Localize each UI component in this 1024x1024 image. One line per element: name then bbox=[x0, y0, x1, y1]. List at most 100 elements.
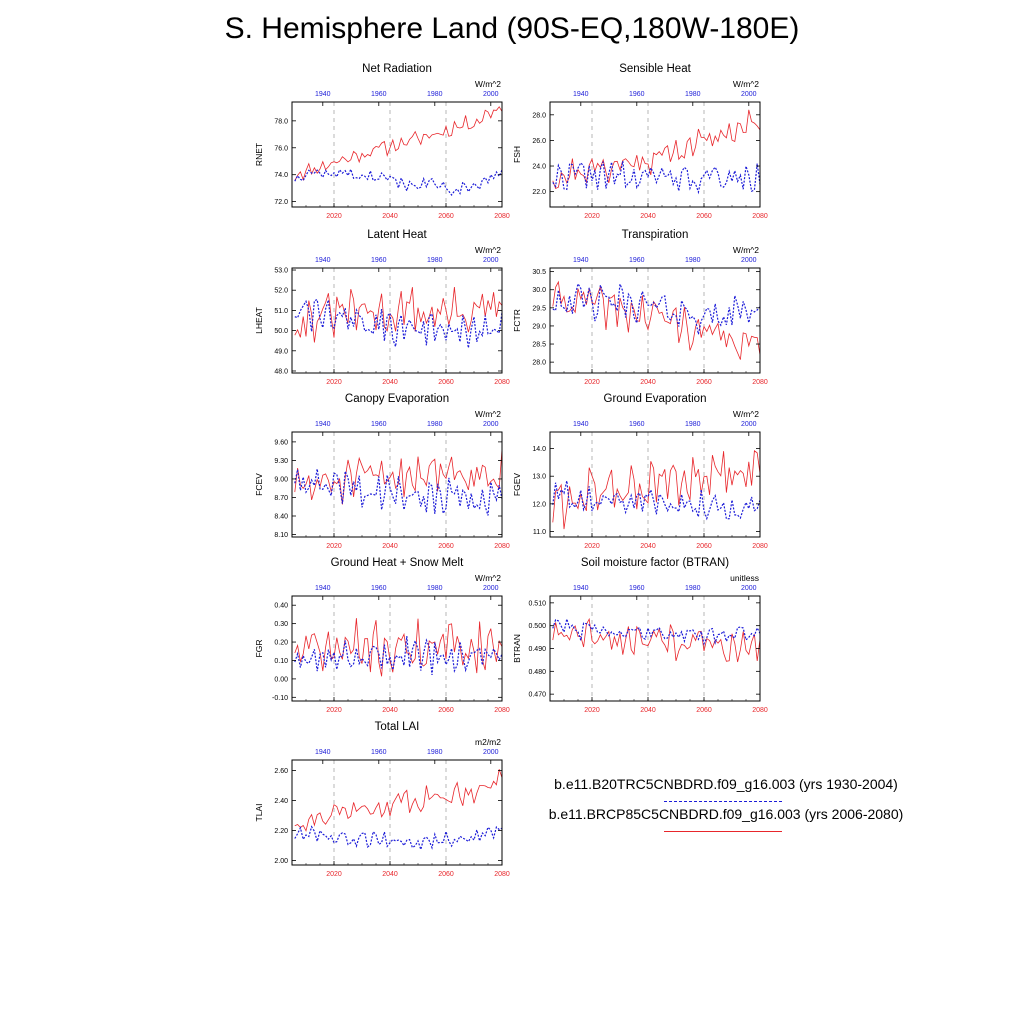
y-tick-label: 28.5 bbox=[532, 342, 546, 349]
x-tick-label-bottom: 2060 bbox=[438, 543, 454, 550]
y-tick-label: 8.10 bbox=[274, 532, 288, 539]
series-line-historical bbox=[294, 825, 503, 852]
units-label: W/m^2 bbox=[733, 409, 759, 419]
legend-swatch-historical bbox=[664, 801, 782, 802]
y-tick-label: 30.0 bbox=[532, 287, 546, 294]
chart-panel-lheat: Latent Heat W/m^2 LHEAT 48.0 49.0 50.0 51.0 52.… bbox=[254, 229, 510, 386]
x-tick-label-top: 1960 bbox=[371, 421, 387, 428]
x-tick-label-bottom: 2020 bbox=[326, 543, 342, 550]
x-tick-label-top: 1940 bbox=[573, 421, 589, 428]
legend-historical: b.e11.B20TRC5CNBDRD.f09_g16.003 (yrs 193… bbox=[526, 776, 926, 802]
y-tick-label: 8.70 bbox=[274, 495, 288, 502]
series-line-rcp85 bbox=[294, 448, 503, 505]
panel-title: Total LAI bbox=[375, 721, 420, 733]
x-tick-label-bottom: 2020 bbox=[326, 379, 342, 386]
x-tick-label-top: 1980 bbox=[685, 257, 701, 264]
x-tick-label-bottom: 2060 bbox=[438, 213, 454, 220]
x-tick-label-top: 1940 bbox=[315, 257, 331, 264]
x-tick-label-top: 2000 bbox=[741, 585, 757, 592]
y-tick-label: 76.0 bbox=[274, 145, 288, 152]
x-tick-label-bottom: 2060 bbox=[438, 379, 454, 386]
series-line-rcp85 bbox=[294, 769, 503, 832]
x-tick-label-bottom: 2060 bbox=[696, 379, 712, 386]
y-tick-label: 49.0 bbox=[274, 348, 288, 355]
x-tick-label-top: 1960 bbox=[629, 421, 645, 428]
series-line-rcp85 bbox=[552, 617, 761, 663]
y-tick-label: 0.510 bbox=[528, 600, 546, 607]
x-tick-label-bottom: 2080 bbox=[752, 707, 768, 714]
chart-panel-fcev: Canopy Evaporation W/m^2 FCEV 8.10 8.40 8.70 9… bbox=[254, 393, 510, 550]
x-tick-label-bottom: 2040 bbox=[382, 871, 398, 878]
series-line-historical bbox=[552, 480, 761, 521]
x-tick-label-top: 2000 bbox=[483, 257, 499, 264]
legend-swatch-rcp85 bbox=[664, 831, 782, 832]
y-tick-label: 13.0 bbox=[532, 474, 546, 481]
y-tick-label: 50.0 bbox=[274, 328, 288, 335]
series-line-historical bbox=[294, 167, 503, 197]
y-tick-label: 0.500 bbox=[528, 623, 546, 630]
x-tick-label-top: 2000 bbox=[483, 749, 499, 756]
series-line-rcp85 bbox=[294, 618, 503, 677]
x-tick-label-bottom: 2020 bbox=[584, 379, 600, 386]
plot-frame bbox=[291, 431, 503, 538]
y-tick-label: 8.40 bbox=[274, 514, 288, 521]
x-tick-label-top: 1960 bbox=[629, 257, 645, 264]
plot-frame bbox=[549, 101, 761, 208]
x-tick-label-top: 1960 bbox=[629, 91, 645, 98]
chart-panel-fgev: Ground Evaporation W/m^2 FGEV 11.0 12.0 13.0 1… bbox=[512, 393, 768, 550]
series-line-rcp85 bbox=[552, 450, 761, 530]
x-tick-label-top: 1980 bbox=[427, 257, 443, 264]
x-tick-label-top: 2000 bbox=[483, 585, 499, 592]
y-tick-label: 9.00 bbox=[274, 476, 288, 483]
x-tick-label-bottom: 2040 bbox=[640, 379, 656, 386]
series-line-historical bbox=[552, 282, 761, 335]
panel-title: Net Radiation bbox=[362, 63, 432, 75]
y-axis-label: FSH bbox=[512, 146, 522, 163]
x-tick-label-top: 2000 bbox=[483, 421, 499, 428]
x-tick-label-top: 1980 bbox=[427, 749, 443, 756]
x-tick-label-top: 2000 bbox=[741, 257, 757, 264]
x-tick-label-top: 2000 bbox=[741, 421, 757, 428]
y-tick-label: 9.30 bbox=[274, 458, 288, 465]
panel-title: Soil moisture factor (BTRAN) bbox=[581, 557, 729, 569]
x-tick-label-top: 1980 bbox=[685, 585, 701, 592]
x-tick-label-bottom: 2040 bbox=[382, 707, 398, 714]
units-label: W/m^2 bbox=[475, 79, 501, 89]
x-tick-label-top: 1940 bbox=[573, 585, 589, 592]
panel-title: Ground Heat + Snow Melt bbox=[331, 557, 464, 569]
units-label: unitless bbox=[730, 573, 759, 583]
y-tick-label: 78.0 bbox=[274, 118, 288, 125]
series-line-rcp85 bbox=[552, 280, 761, 360]
y-tick-label: 12.0 bbox=[532, 501, 546, 508]
plot-frame bbox=[291, 759, 503, 866]
y-axis-label: FCEV bbox=[254, 473, 264, 496]
y-axis-label: BTRAN bbox=[512, 634, 522, 663]
chart-panel-rnet: Net Radiation W/m^2 RNET 72.0 74.0 76.0 78.0 20… bbox=[254, 63, 510, 220]
panel-title: Sensible Heat bbox=[619, 63, 691, 75]
y-tick-label: 0.20 bbox=[274, 640, 288, 647]
plot-frame bbox=[549, 595, 761, 702]
y-axis-label: FCTR bbox=[512, 309, 522, 332]
x-tick-label-bottom: 2040 bbox=[640, 213, 656, 220]
units-label: m2/m2 bbox=[475, 737, 501, 747]
units-label: W/m^2 bbox=[475, 245, 501, 255]
series-line-rcp85 bbox=[552, 109, 761, 190]
x-tick-label-top: 1960 bbox=[371, 257, 387, 264]
x-tick-label-top: 1940 bbox=[315, 421, 331, 428]
x-tick-label-bottom: 2080 bbox=[494, 707, 510, 714]
series-line-historical bbox=[294, 636, 503, 675]
y-tick-label: 28.0 bbox=[532, 360, 546, 367]
x-tick-label-bottom: 2060 bbox=[438, 707, 454, 714]
y-tick-label: 0.480 bbox=[528, 669, 546, 676]
x-tick-label-bottom: 2060 bbox=[438, 871, 454, 878]
x-tick-label-top: 1940 bbox=[573, 257, 589, 264]
y-tick-label: 72.0 bbox=[274, 199, 288, 206]
y-tick-label: 11.0 bbox=[533, 529, 546, 536]
plot-frame bbox=[291, 101, 503, 208]
x-tick-label-top: 1960 bbox=[371, 91, 387, 98]
x-tick-label-bottom: 2020 bbox=[326, 707, 342, 714]
y-tick-label: 29.0 bbox=[532, 323, 546, 330]
x-tick-label-top: 2000 bbox=[483, 91, 499, 98]
x-tick-label-top: 1940 bbox=[573, 91, 589, 98]
